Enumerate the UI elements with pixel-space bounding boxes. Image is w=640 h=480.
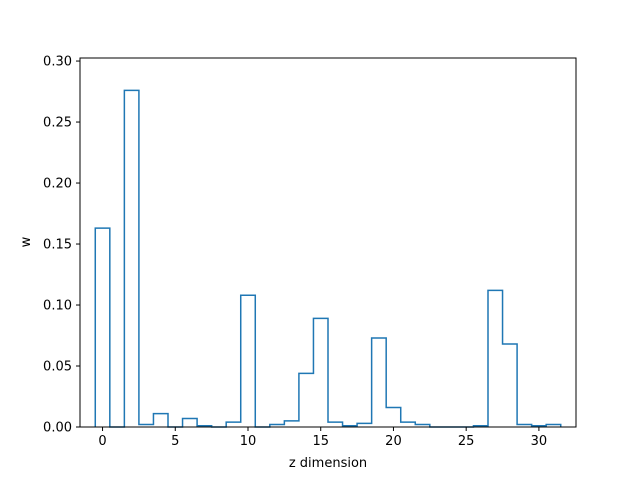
- bar-18: [357, 423, 372, 427]
- bar-27: [488, 290, 503, 427]
- bar-10: [241, 295, 256, 427]
- x-tick-label: 25: [458, 434, 475, 449]
- bar-19: [372, 338, 387, 427]
- y-tick-label: 0.05: [43, 360, 72, 375]
- x-axis: 0 5 10 15 20 25 30: [98, 427, 547, 449]
- bar-13: [284, 421, 299, 427]
- y-tick-label: 0.25: [43, 116, 72, 131]
- bar-0: [95, 228, 110, 427]
- bar-2: [124, 90, 139, 427]
- bar-15: [313, 318, 328, 427]
- plot-frame: [79, 57, 577, 428]
- bar-14: [299, 373, 314, 427]
- x-tick-label: 30: [531, 434, 548, 449]
- y-tick-label: 0.20: [43, 177, 72, 192]
- bar-9: [226, 422, 241, 427]
- bar-4: [153, 414, 168, 427]
- y-tick-label: 0.00: [43, 421, 72, 436]
- bar-16: [328, 422, 343, 427]
- series-layer: [94, 89, 562, 428]
- x-tick-label: 10: [240, 434, 257, 449]
- y-tick-label: 0.30: [43, 55, 72, 70]
- bar-28: [503, 344, 518, 427]
- bar-21: [401, 422, 416, 427]
- x-tick-label: 5: [171, 434, 179, 449]
- bar-20: [386, 407, 401, 427]
- bar-6: [183, 418, 198, 427]
- y-axis-label: w: [19, 236, 34, 247]
- x-tick-label: 20: [385, 434, 402, 449]
- series-outline: [94, 89, 562, 428]
- x-tick-label: 0: [98, 434, 106, 449]
- x-axis-label: z dimension: [289, 456, 367, 471]
- x-tick-label: 15: [312, 434, 329, 449]
- y-axis: 0.00 0.05 0.10 0.15 0.20 0.25 0.30: [43, 55, 80, 436]
- y-tick-label: 0.15: [43, 238, 72, 253]
- y-tick-label: 0.10: [43, 299, 72, 314]
